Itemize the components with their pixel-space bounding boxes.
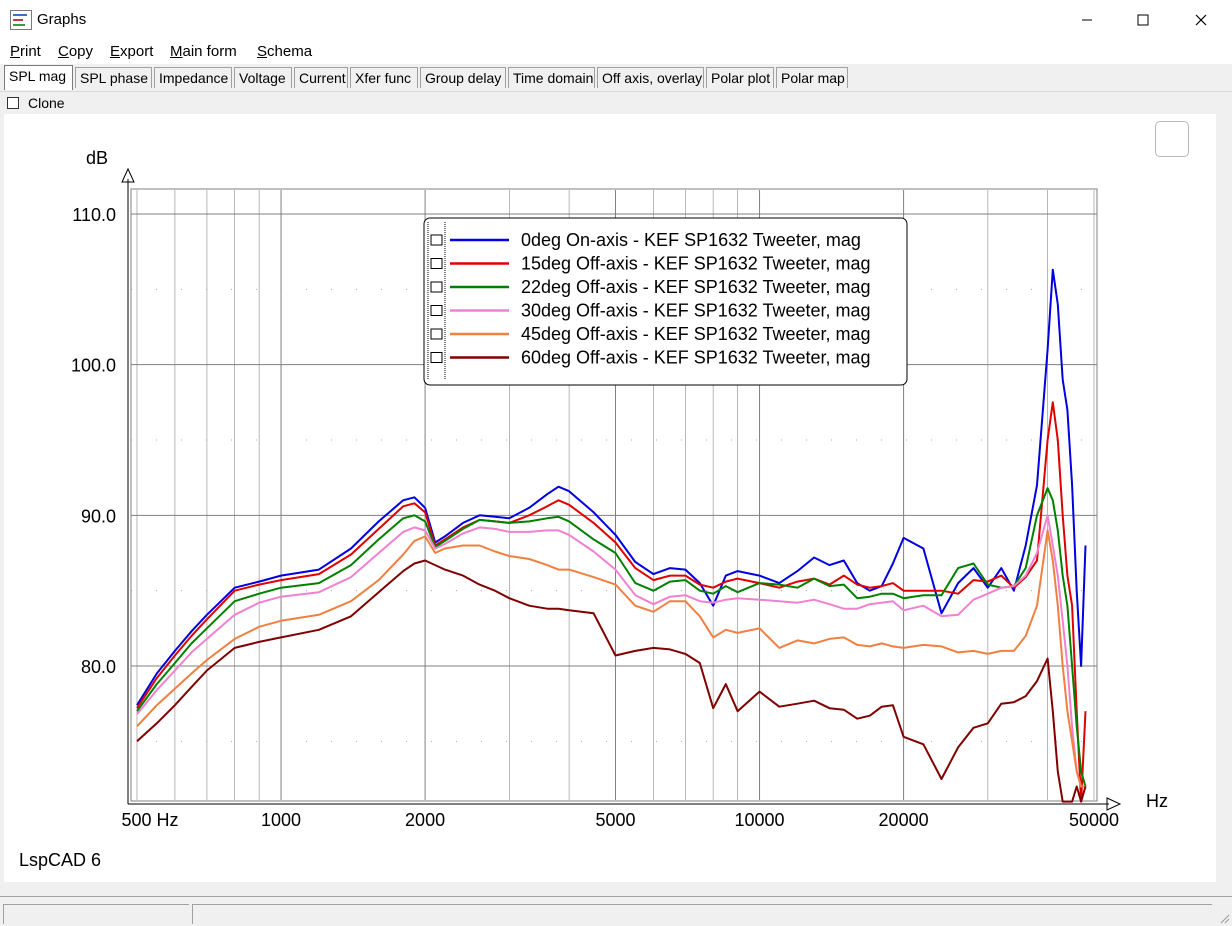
minimize-button[interactable] (1058, 0, 1116, 40)
clone-row: Clone (0, 92, 1232, 114)
x-tick-label: 50000 (1069, 810, 1119, 830)
window-title: Graphs (37, 11, 87, 28)
menu-print[interactable]: Print (10, 43, 41, 60)
tab-time-domain[interactable]: Time domain (508, 67, 595, 88)
legend-label: 0deg On-axis - KEF SP1632 Tweeter, mag (521, 230, 861, 250)
minimize-icon (1082, 19, 1092, 21)
y-tick-labels: 110.0 100.0 90.0 80.0 (71, 205, 116, 677)
legend-label: 45deg Off-axis - KEF SP1632 Tweeter, mag (521, 324, 871, 344)
x-tick-label: 10000 (735, 810, 785, 830)
tab-polar-plot[interactable]: Polar plot (706, 67, 774, 88)
y-axis-label: dB (86, 148, 108, 168)
x-tick-label: 5000 (595, 810, 635, 830)
series-line-2 (136, 487, 1087, 787)
maximize-icon (1137, 14, 1149, 26)
y-tick-label: 90.0 (81, 506, 116, 526)
series-line-4 (136, 529, 1086, 788)
tab-spl-mag[interactable]: SPL mag (4, 65, 73, 90)
tab-spl-phase[interactable]: SPL phase (75, 67, 152, 88)
legend-checkbox[interactable] (430, 352, 443, 363)
menu-main-form[interactable]: Main form (170, 43, 237, 60)
legend-checkbox[interactable] (430, 328, 443, 340)
status-panel (192, 904, 1212, 924)
legend: 0deg On-axis - KEF SP1632 Tweeter, mag 15… (423, 217, 908, 386)
close-button[interactable] (1172, 0, 1230, 40)
resize-grip-icon[interactable] (1218, 912, 1230, 924)
axes (121, 167, 1122, 811)
maximize-button[interactable] (1114, 0, 1172, 40)
status-panel (3, 904, 189, 924)
graph-panel: 110.0 100.0 90.0 80.0 500 Hz 1000 2000 5000 100… (4, 114, 1216, 882)
series-line-3 (136, 514, 1086, 788)
tab-off-axis-overlay[interactable]: Off axis, overlay (597, 67, 704, 88)
legend-label: 60deg Off-axis - KEF SP1632 Tweeter, mag (521, 348, 871, 368)
tab-polar-map[interactable]: Polar map (776, 67, 848, 88)
tab-bar: SPL mag SPL phase Impedance Voltage Curr… (0, 64, 1232, 92)
x-tick-label: 500 Hz (121, 810, 178, 830)
menu-copy[interactable]: Copy (58, 43, 94, 60)
legend-checkbox[interactable] (430, 281, 443, 293)
menu-schema[interactable]: Schema (257, 43, 313, 60)
x-axis-arrow-icon (1106, 797, 1122, 811)
legend-checkbox[interactable] (430, 305, 443, 316)
close-icon (1195, 14, 1207, 26)
spl-magnitude-chart[interactable]: 110.0 100.0 90.0 80.0 500 Hz 1000 2000 5000 100… (4, 114, 1216, 882)
tab-xfer-func[interactable]: Xfer func (350, 67, 418, 88)
legend-box (423, 217, 908, 386)
app-watermark: LspCAD 6 (19, 850, 101, 870)
app-graph-icon (10, 10, 32, 30)
y-tick-label: 80.0 (81, 657, 116, 677)
title-bar: Graphs (0, 0, 1232, 40)
y-tick-label: 100.0 (71, 356, 116, 376)
tab-impedance[interactable]: Impedance (154, 67, 232, 88)
series-line-1 (136, 401, 1087, 803)
series-lines (136, 268, 1087, 803)
series-line-5 (136, 559, 1087, 803)
series-line-0 (136, 268, 1087, 706)
status-bar (0, 896, 1232, 926)
legend-checkbox[interactable] (430, 234, 443, 246)
legend-label: 30deg Off-axis - KEF SP1632 Tweeter, mag (521, 301, 871, 321)
x-axis-label: Hz (1146, 791, 1168, 811)
plot-frame (130, 188, 1098, 802)
clone-checkbox[interactable] (7, 97, 19, 109)
graph-options-button[interactable] (1155, 121, 1189, 157)
tab-current[interactable]: Current (294, 67, 348, 88)
x-tick-labels: 500 Hz 1000 2000 5000 10000 20000 50000 (121, 810, 1119, 830)
legend-label: 15deg Off-axis - KEF SP1632 Tweeter, mag (521, 254, 871, 274)
menu-bar: Print Copy Export Main form Schema (0, 40, 1232, 64)
legend-label: 22deg Off-axis - KEF SP1632 Tweeter, mag (521, 277, 871, 297)
x-tick-label: 1000 (261, 810, 301, 830)
menu-export[interactable]: Export (110, 43, 154, 60)
y-tick-label: 110.0 (72, 205, 116, 225)
x-tick-label: 2000 (405, 810, 445, 830)
clone-label: Clone (28, 95, 65, 111)
y-axis-arrow-icon (121, 167, 135, 183)
tab-group-delay[interactable]: Group delay (420, 67, 506, 88)
tab-voltage[interactable]: Voltage (234, 67, 292, 88)
x-tick-label: 20000 (879, 810, 929, 830)
legend-checkbox[interactable] (430, 258, 443, 269)
